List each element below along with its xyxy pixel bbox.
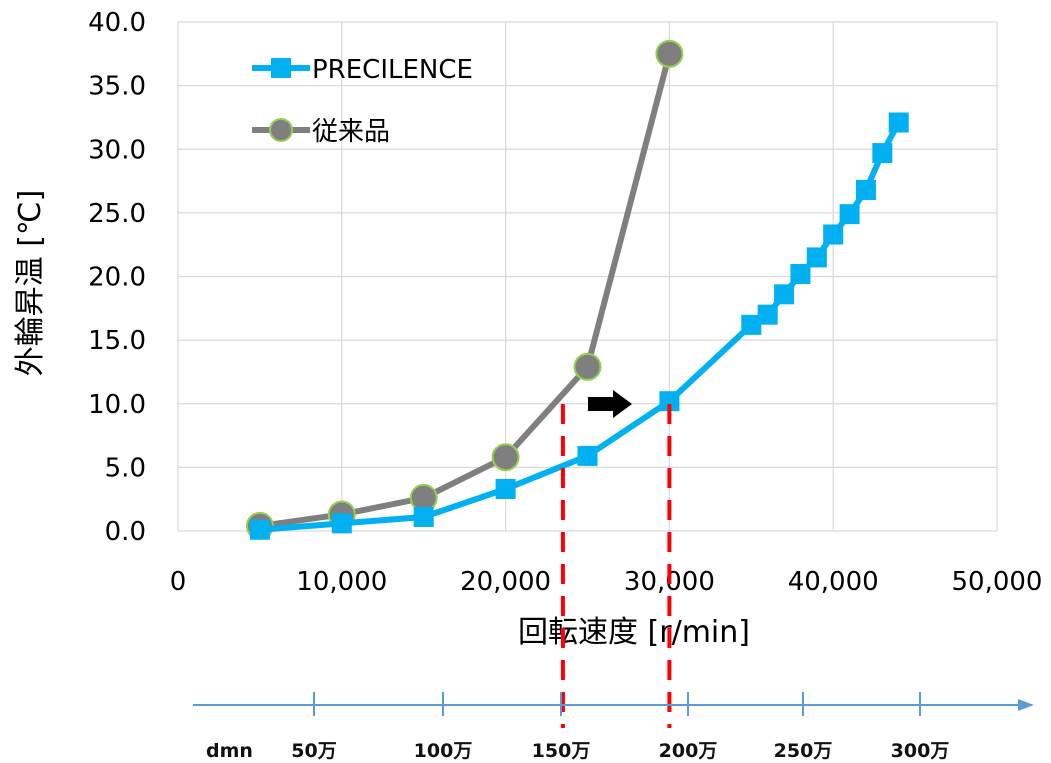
data-point-precilence: [855, 179, 876, 200]
x-tick-label: 10,000: [296, 567, 387, 597]
x-tick-label: 20,000: [460, 567, 551, 597]
x-tick-label: 50,000: [952, 567, 1043, 597]
data-point-conventional: [573, 352, 602, 381]
series-layer: [245, 39, 909, 540]
y-tick-label: 20.0: [88, 263, 146, 293]
legend-marker-precilence: [271, 58, 291, 78]
dmn-tick-label: 250万: [774, 740, 833, 762]
series-line-precilence: [259, 121, 902, 533]
legend-label-precilence: PRECILENCE: [312, 55, 473, 85]
dmn-tick-label: 200万: [659, 740, 718, 762]
y-axis-title: 外輪昇温 [℃]: [13, 190, 48, 377]
y-tick-labels: 0.0 5.0 10.0 15.0 20.0 25.0 30.0 35.0 40.0: [88, 8, 146, 547]
annotation-layer: [560, 390, 672, 728]
y-tick-label: 0.0: [105, 517, 146, 547]
data-point-precilence: [249, 519, 270, 540]
data-point-conventional: [655, 39, 684, 68]
dmn-axis-label: dmn: [206, 740, 253, 762]
dmn-tick-label: 150万: [532, 740, 591, 762]
data-point-precilence: [495, 479, 516, 500]
dmn-tick-label: 300万: [891, 740, 950, 762]
legend-marker-conventional: [269, 118, 293, 142]
x-axis-title: 回転速度 [r/min]: [518, 615, 750, 650]
x-tick-label: 0: [170, 567, 187, 597]
legend: PRECILENCE 従来品: [252, 55, 473, 147]
y-tick-label: 35.0: [88, 72, 146, 102]
data-point-precilence: [331, 513, 352, 534]
dmn-axis-arrow-icon: [1018, 699, 1034, 711]
y-tick-label: 10.0: [88, 390, 146, 420]
right-arrow-icon: [588, 390, 632, 418]
y-tick-label: 30.0: [88, 135, 146, 165]
dmn-axis: 50万 100万 150万 200万 250万 300万 dmn: [193, 692, 1034, 762]
data-point-precilence: [839, 204, 860, 225]
x-tick-label: 40,000: [788, 567, 879, 597]
data-point-precilence: [774, 284, 795, 305]
data-point-precilence: [659, 391, 680, 412]
data-point-precilence: [888, 112, 909, 133]
y-tick-label: 25.0: [88, 199, 146, 229]
data-point-precilence: [806, 247, 827, 268]
data-point-precilence: [823, 224, 844, 245]
data-point-precilence: [757, 304, 778, 325]
y-tick-label: 15.0: [88, 326, 146, 356]
y-tick-label: 40.0: [88, 8, 146, 38]
data-point-conventional: [491, 443, 520, 472]
data-point-precilence: [577, 445, 598, 466]
dmn-tick-label: 100万: [414, 740, 473, 762]
data-point-precilence: [790, 263, 811, 284]
y-tick-label: 5.0: [105, 453, 146, 483]
data-point-precilence: [741, 314, 762, 335]
data-point-precilence: [413, 507, 434, 528]
legend-label-conventional: 従来品: [312, 117, 390, 147]
data-point-precilence: [872, 143, 893, 164]
dmn-tick-label: 50万: [291, 740, 336, 762]
